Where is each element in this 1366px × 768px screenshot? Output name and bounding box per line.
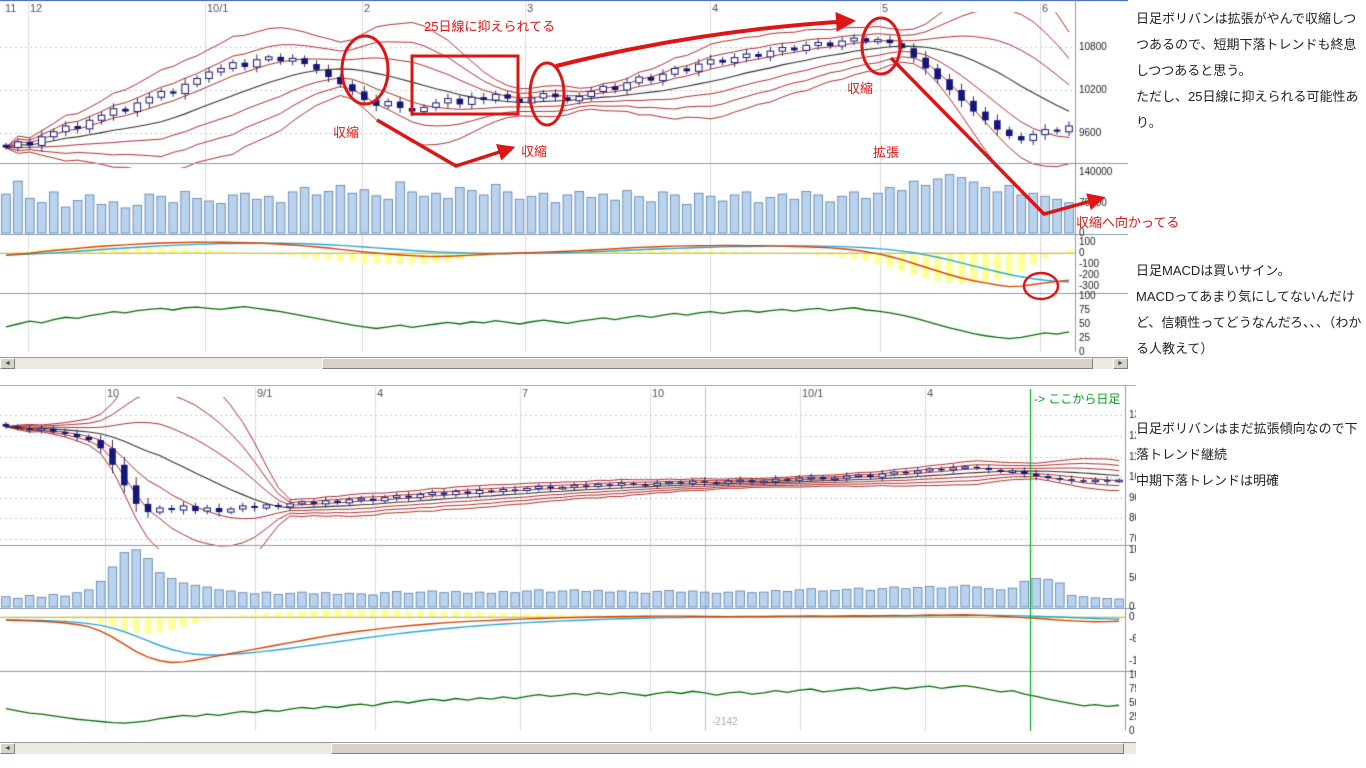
scroll-left-icon[interactable]: ◄ <box>0 743 15 754</box>
scroll-left-icon[interactable]: ◄ <box>0 358 15 369</box>
note-block-macd: 日足MACDは買いサイン。 MACDってあまり気にしてないんだけど、信頼性ってど… <box>1136 258 1362 362</box>
note-text: 中期下落トレンドは明確 <box>1136 473 1280 488</box>
note-text: MACDってあまり気にしてないんだけど、信頼性ってどうなんだろ、、、（わかる人教… <box>1136 289 1362 356</box>
longterm-chart-canvas[interactable] <box>0 385 1160 741</box>
scroll-right-icon[interactable]: ► <box>1113 358 1128 369</box>
scroll-thumb[interactable] <box>331 743 1125 754</box>
notes-column: 日足ボリバンは拡張がやんで収縮しつつあるので、短期下落トレンドも終息しつつあると… <box>1136 0 1362 768</box>
daily-chart-panel: ◄ ► <box>0 0 1128 369</box>
note-text: 日足ボリバンはまだ拡張傾向なので下落トレンド継続 <box>1136 421 1358 462</box>
note-block-longterm: 日足ボリバンはまだ拡張傾向なので下落トレンド継続 中期下落トレンドは明確 <box>1136 416 1362 494</box>
note-text: ただし、25日線に抑えられる可能性あり。 <box>1136 89 1359 130</box>
daily-chart-scrollbar[interactable]: ◄ ► <box>0 357 1128 369</box>
note-text: 日足ボリバンは拡張がやんで収縮しつつあるので、短期下落トレンドも終息しつつあると… <box>1136 11 1357 78</box>
daily-chart-canvas[interactable] <box>0 0 1128 356</box>
longterm-chart-panel: ◄ ► <box>0 385 1160 754</box>
scroll-track[interactable] <box>15 743 1145 754</box>
scroll-thumb[interactable] <box>322 358 1094 369</box>
longterm-chart-scrollbar[interactable]: ◄ ► <box>0 742 1160 754</box>
scroll-track[interactable] <box>15 358 1113 369</box>
note-text: 日足MACDは買いサイン。 <box>1136 263 1291 278</box>
note-block-daily-bollinger: 日足ボリバンは拡張がやんで収縮しつつあるので、短期下落トレンドも終息しつつあると… <box>1136 6 1362 136</box>
